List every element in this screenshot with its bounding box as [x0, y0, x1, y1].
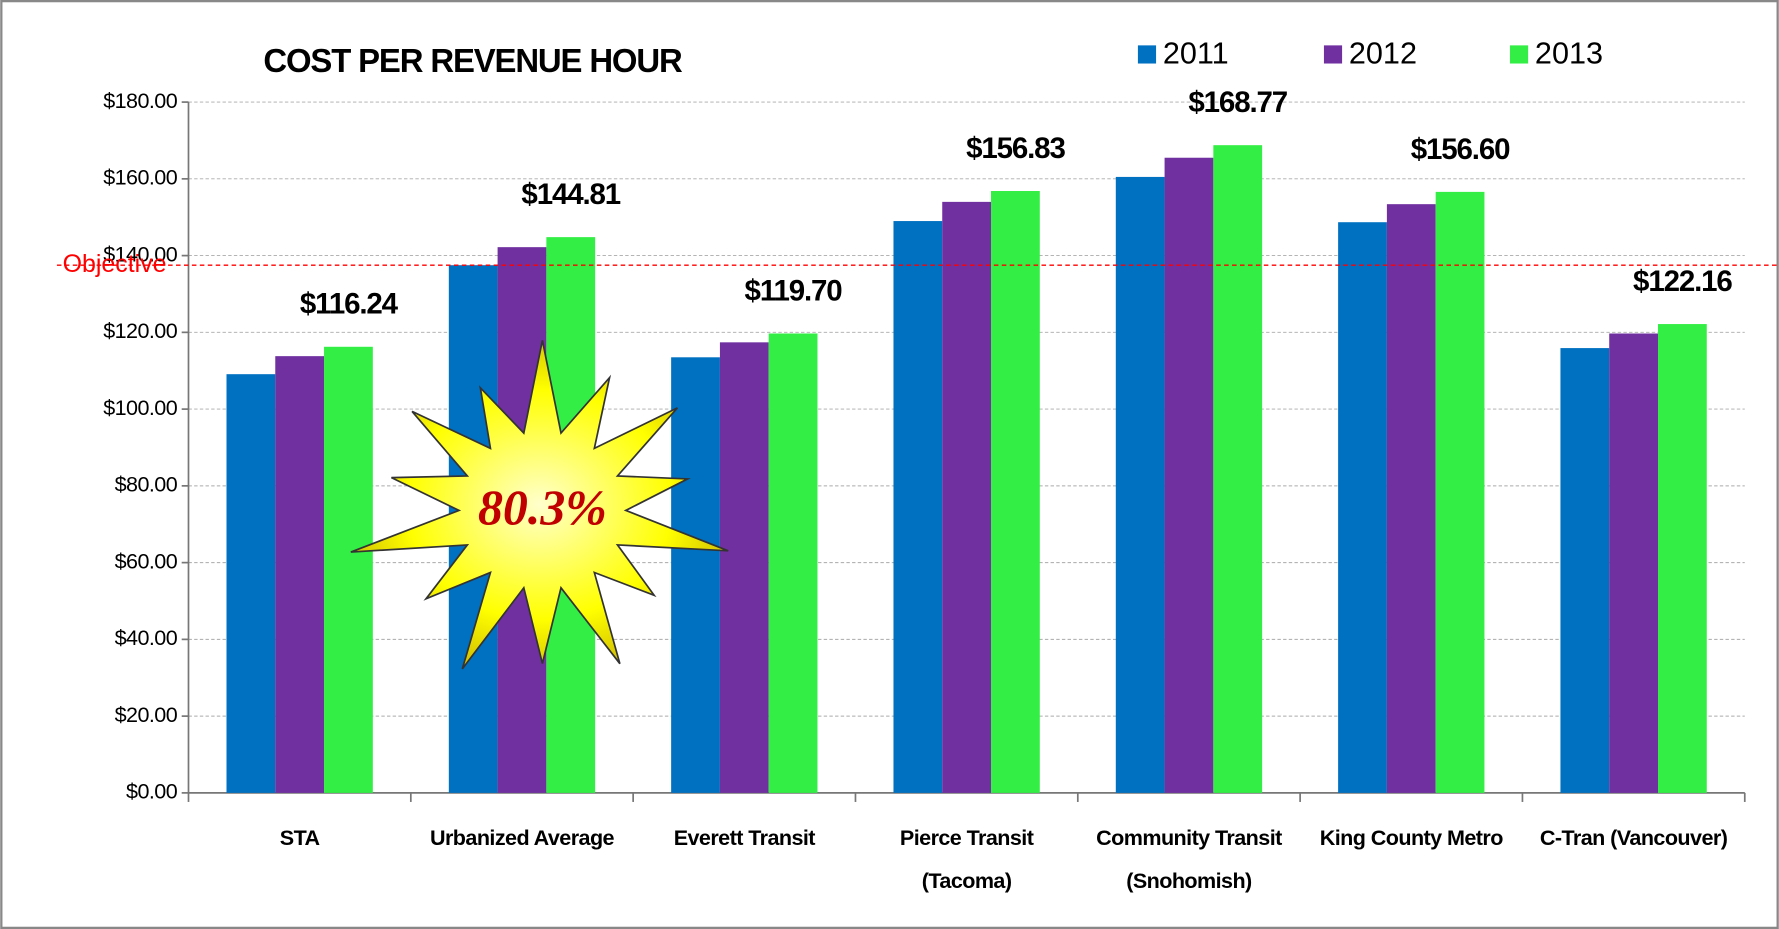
y-tick-label: $40.00: [115, 625, 178, 650]
bar: [1609, 333, 1658, 793]
objective-label: Objective: [63, 250, 167, 278]
bar: [1115, 176, 1165, 793]
y-tick-label: $60.00: [115, 548, 178, 573]
bar: [1164, 157, 1214, 793]
x-tick-label-box: STA: [279, 826, 320, 851]
bar: [671, 357, 720, 793]
legend-label: 2011: [1163, 37, 1229, 71]
y-tick-label: $100.00: [103, 395, 178, 420]
bar: [942, 201, 992, 793]
x-tick-label-box: Community Transit (Snohomish): [1096, 826, 1282, 894]
y-tick-label: $80.00: [115, 472, 178, 497]
bar: [893, 221, 943, 793]
value-label: $144.81: [521, 178, 620, 211]
bar: [226, 374, 276, 793]
bar: [1338, 222, 1387, 793]
starburst: [350, 340, 729, 670]
x-tick-label: Everett Transit: [673, 826, 816, 851]
value-label: $168.77: [1188, 86, 1287, 119]
bar: [1560, 348, 1610, 793]
y-tick-label: $140.00: [103, 241, 178, 266]
bar: [1435, 191, 1485, 793]
x-tick-label: STA: [279, 826, 320, 851]
bar: [1213, 145, 1263, 793]
x-tick-label: Urbanized Average: [429, 826, 615, 851]
value-label: $122.16: [1633, 265, 1732, 298]
y-tick-label: $20.00: [115, 702, 178, 727]
bar: [719, 342, 769, 793]
legend-swatch: [1509, 45, 1529, 64]
y-tick-label: $180.00: [103, 88, 178, 113]
y-tick-label: $120.00: [103, 318, 178, 343]
legend-label: 2012: [1349, 37, 1417, 71]
bar: [768, 333, 818, 793]
y-tick-label: $160.00: [103, 165, 178, 190]
x-tick-label: Community Transit (Snohomish): [1096, 826, 1282, 894]
bar: [1386, 204, 1436, 793]
bar: [275, 356, 325, 793]
annotation: 80.3%: [478, 480, 607, 535]
bar: [991, 191, 1040, 793]
value-label: $116.24: [300, 288, 399, 321]
x-tick-label-box: Everett Transit: [673, 826, 816, 851]
legend-swatch: [1137, 45, 1157, 64]
y-tick-label: $0.00: [126, 779, 178, 804]
x-tick-label: C-Tran (Vancouver): [1539, 826, 1728, 851]
value-label: $156.83: [966, 132, 1065, 165]
x-tick-label-box: King County Metro: [1319, 826, 1504, 851]
chart-title: COST PER REVENUE HOUR: [263, 42, 683, 79]
value-label: $119.70: [745, 274, 843, 307]
x-tick-label-box: Pierce Transit (Tacoma): [899, 826, 1034, 894]
x-tick-label-box: Urbanized Average: [429, 826, 615, 851]
legend-label: 2013: [1535, 37, 1603, 71]
x-tick-label-box: C-Tran (Vancouver): [1539, 826, 1728, 851]
value-label: $156.60: [1411, 133, 1510, 166]
legend-swatch: [1323, 45, 1343, 64]
bar: [1657, 324, 1707, 793]
x-tick-label: Pierce Transit (Tacoma): [899, 826, 1034, 894]
x-tick-label: King County Metro: [1319, 826, 1504, 851]
bar: [324, 346, 373, 793]
